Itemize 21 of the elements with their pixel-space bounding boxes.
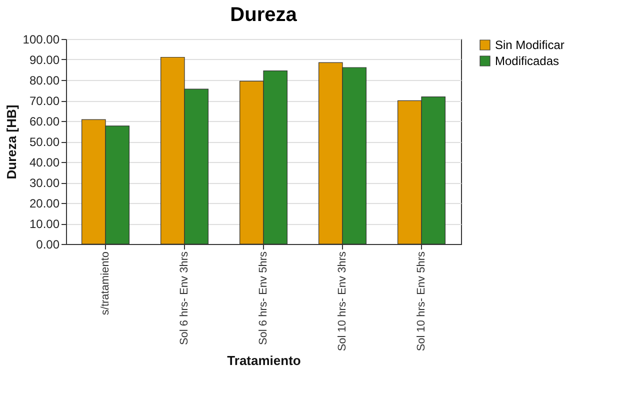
legend-label: Sin Modificar <box>495 38 564 52</box>
x-axis-title: Tratamiento <box>227 353 301 368</box>
y-tick-label: 10.00 <box>29 217 60 231</box>
y-tick-label: 90.00 <box>29 53 60 67</box>
x-tick-label: Sol 6 hrs- Env 3hrs <box>178 251 190 346</box>
x-tick-label: Sol 10 hrs- Env 3hrs <box>336 251 348 352</box>
y-tick-label: 70.00 <box>29 94 60 108</box>
y-tick-label: 0.00 <box>36 238 60 252</box>
x-tick-label: Sol 6 hrs- Env 5hrs <box>258 251 270 346</box>
y-tick-label: 30.00 <box>29 176 60 190</box>
y-tick-label: 80.00 <box>29 74 60 88</box>
y-tick-label: 20.00 <box>29 196 60 210</box>
legend-label: Modificadas <box>495 54 560 68</box>
y-axis-title: Dureza [HB] <box>4 104 19 180</box>
y-tick-label: 60.00 <box>29 114 60 128</box>
y-tick-label: 40.00 <box>29 156 60 170</box>
chart-title: Dureza <box>230 4 298 26</box>
x-tick-label: Sol 10 hrs- Env 5hrs <box>416 251 428 352</box>
y-tick-label: 100.00 <box>22 32 60 46</box>
x-tick-label: s/tratamiento <box>100 252 112 316</box>
y-tick-label: 50.00 <box>29 135 60 149</box>
